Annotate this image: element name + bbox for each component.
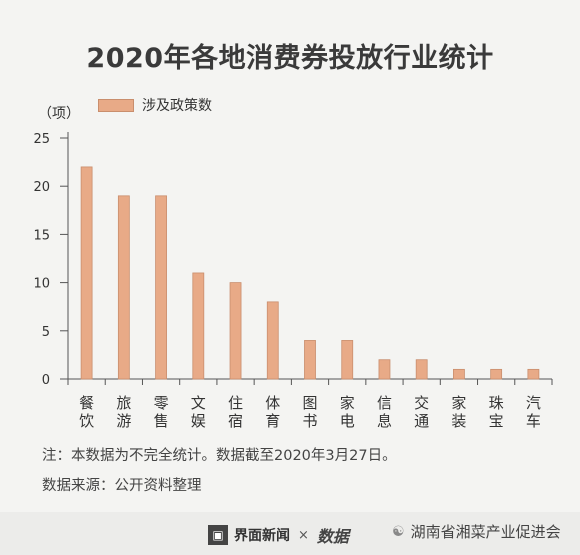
data-logo: 数据 xyxy=(316,527,349,546)
bar-家电 xyxy=(341,340,354,380)
x-tick-label-char: 文 xyxy=(191,394,206,412)
bar-住宿 xyxy=(229,282,242,380)
y-tick-label: 10 xyxy=(33,277,50,292)
x-tick-label-char: 餐 xyxy=(79,394,94,412)
x-tick-label-char: 娱 xyxy=(191,412,206,430)
wechat-icon: ☯ xyxy=(392,523,405,540)
x-tick-label-char: 珠 xyxy=(489,394,504,412)
brand-name: 界面新闻 xyxy=(234,528,290,544)
x-tick-label-char: 体 xyxy=(265,394,280,412)
x-tick-label-char: 家 xyxy=(451,394,466,412)
x-tick-label-char: 信 xyxy=(377,394,392,412)
x-tick-label-char: 息 xyxy=(377,412,392,430)
x-tick-label-char: 通 xyxy=(414,412,429,430)
y-tick-label: 5 xyxy=(42,325,50,340)
y-tick-label: 20 xyxy=(33,180,50,195)
footer-bar: ▣ 界面新闻 × 数据 ☯ 湖南省湘菜产业促进会 xyxy=(0,512,580,555)
x-tick-label-char: 汽 xyxy=(526,394,541,412)
x-tick-label-char: 游 xyxy=(116,412,131,430)
wechat-account: ☯ 湖南省湘菜产业促进会 xyxy=(392,521,561,542)
footnote: 注：本数据为不完全统计。数据截至2020年3月27日。 xyxy=(42,448,397,464)
bar-图书 xyxy=(304,340,316,380)
legend-swatch xyxy=(98,98,134,112)
x-tick-label-char: 宝 xyxy=(489,412,504,430)
bar-文娱 xyxy=(192,272,205,380)
x-tick-label-char: 住 xyxy=(228,394,243,412)
x-tick-label-char: 图 xyxy=(302,394,317,412)
x-tick-label-char: 宿 xyxy=(228,412,243,430)
brand: ▣ 界面新闻 × 数据 xyxy=(208,523,349,547)
y-tick-label: 25 xyxy=(33,132,50,147)
x-tick-label-char: 饮 xyxy=(79,412,94,430)
legend: 涉及政策数 xyxy=(98,95,212,115)
bar-家装 xyxy=(453,368,465,380)
bar-零售 xyxy=(155,195,167,380)
x-tick-label-char: 电 xyxy=(340,412,355,430)
x-tick-label-char: 装 xyxy=(451,412,466,430)
chart-title: 2020年各地消费券投放行业统计 xyxy=(86,43,494,74)
y-tick-label: 15 xyxy=(33,228,50,243)
legend-label: 涉及政策数 xyxy=(142,98,212,114)
bar-珠宝 xyxy=(490,368,503,380)
x-tick-label-char: 交 xyxy=(414,394,429,412)
bar-餐饮 xyxy=(80,166,93,380)
x-tick-label-char: 零 xyxy=(154,394,169,412)
x-tick-label-char: 旅 xyxy=(116,394,131,412)
x-tick-label-char: 家 xyxy=(340,394,355,412)
y-axis-unit: （项） xyxy=(38,106,80,122)
wechat-account-name: 湖南省湘菜产业促进会 xyxy=(410,523,561,541)
y-tick-label: 0 xyxy=(42,373,50,388)
x-tick-label-char: 育 xyxy=(265,412,280,430)
brand-logo-icon: ▣ xyxy=(208,525,228,545)
bar-体育 xyxy=(266,301,279,380)
bar-旅游 xyxy=(117,195,130,380)
data-source: 数据来源：公开资料整理 xyxy=(42,478,202,494)
brand-separator: × xyxy=(298,527,309,543)
x-tick-label-char: 售 xyxy=(154,412,169,430)
bar-信息 xyxy=(378,359,391,380)
x-tick-label-char: 车 xyxy=(526,412,541,430)
bar-交通 xyxy=(415,359,428,380)
x-tick-label-char: 书 xyxy=(302,412,317,430)
bar-汽车 xyxy=(527,368,540,380)
